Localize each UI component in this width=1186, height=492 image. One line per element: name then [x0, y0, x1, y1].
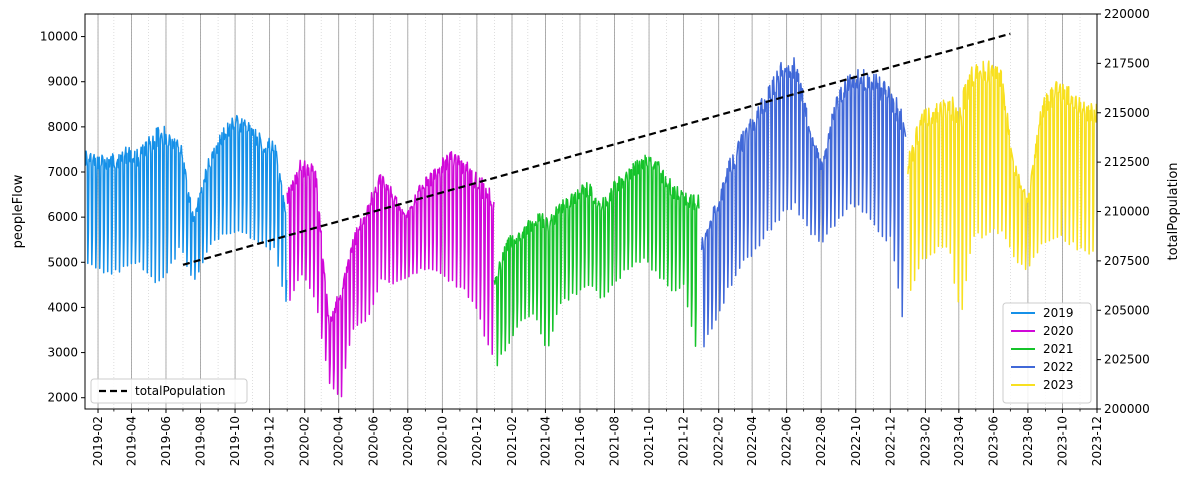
- legend-layer: 2019 2020 2021 2022 2023 totalPopulation: [90, 302, 1092, 404]
- series-line-2019: [84, 114, 288, 302]
- x-tick-label: 2021-04: [538, 416, 552, 466]
- y2-axis-label: totalPopulation: [1166, 162, 1181, 260]
- x-tick-label: 2019-08: [194, 416, 208, 466]
- legend-label-2021: 2021: [1043, 342, 1074, 356]
- y2-tick-label: 220000: [1104, 7, 1150, 21]
- legend-label-2019: 2019: [1043, 306, 1074, 320]
- y-tick-label: 6000: [47, 210, 78, 224]
- series-line-2020: [286, 150, 495, 398]
- x-tick-label: 2023-02: [918, 416, 932, 466]
- y-tick-label: 3000: [47, 346, 78, 360]
- x-tick-label: 2021-08: [608, 416, 622, 466]
- x-tick-label: 2022-08: [814, 416, 828, 466]
- legend-label-2022: 2022: [1043, 360, 1074, 374]
- y2-tick-label: 210000: [1104, 205, 1150, 219]
- x-tick-label: 2019-06: [159, 416, 173, 466]
- y-tick-label: 4000: [47, 300, 78, 314]
- x-tick-label: 2023-10: [1055, 416, 1069, 466]
- x-tick-label: 2019-10: [228, 416, 242, 466]
- legend-label-totalPopulation: totalPopulation: [135, 384, 226, 398]
- series-line-2021: [493, 154, 700, 367]
- total-population-line: [182, 32, 1011, 266]
- y2-tick-label: 215000: [1104, 106, 1150, 120]
- y2-tick-label: 212500: [1104, 155, 1150, 169]
- series-line-2023: [907, 60, 1098, 311]
- legend-box-population: [90, 378, 248, 404]
- x-tick-label: 2022-12: [883, 416, 897, 466]
- x-tick-label: 2020-12: [470, 416, 484, 466]
- y-tick-label: 7000: [47, 165, 78, 179]
- legend-box: [1002, 302, 1092, 404]
- y-tick-label: 10000: [40, 30, 78, 44]
- x-tick-label: 2022-02: [712, 416, 726, 466]
- y-tick-label: 9000: [47, 75, 78, 89]
- x-tick-label: 2021-06: [573, 416, 587, 466]
- axis-layer: 2019-02 2019-04 2019-06 2019-08 2019-10 2019-…: [40, 7, 1150, 466]
- y-tick-label: 2000: [47, 391, 78, 405]
- y2-tick-label: 202500: [1104, 353, 1150, 367]
- x-tick-label: 2023-08: [1021, 416, 1035, 466]
- y-tick-label: 5000: [47, 255, 78, 269]
- x-tick-label: 2020-04: [332, 416, 346, 466]
- series-line-2022: [700, 57, 907, 348]
- x-tick-label: 2022-10: [849, 416, 863, 466]
- x-tick-label: 2020-10: [435, 416, 449, 466]
- x-tick-label: 2021-10: [642, 416, 656, 466]
- x-tick-label: 2019-12: [263, 416, 277, 466]
- legend-label-2020: 2020: [1043, 324, 1074, 338]
- series-layer: [84, 57, 1098, 398]
- x-tick-label: 2020-06: [366, 416, 380, 466]
- x-tick-label: 2020-02: [298, 416, 312, 466]
- x-tick-label: 2023-04: [952, 416, 966, 466]
- x-tick-label: 2022-06: [780, 416, 794, 466]
- y-axis-label: peopleFlow: [11, 174, 26, 248]
- x-tick-label: 2021-02: [505, 416, 519, 466]
- legend-label-2023: 2023: [1043, 378, 1074, 392]
- x-tick-label: 2019-04: [124, 416, 138, 466]
- x-tick-label: 2023-12: [1090, 416, 1104, 466]
- x-tick-label: 2020-08: [401, 416, 415, 466]
- y2-tick-label: 217500: [1104, 56, 1150, 70]
- x-tick-label: 2022-04: [745, 416, 759, 466]
- y2-tick-label: 200000: [1104, 402, 1150, 416]
- y2-tick-label: 205000: [1104, 303, 1150, 317]
- population-layer: [182, 32, 1011, 266]
- x-tick-label: 2021-12: [677, 416, 691, 466]
- y-tick-label: 8000: [47, 120, 78, 134]
- x-tick-label: 2019-02: [91, 416, 105, 466]
- x-tick-label: 2023-06: [986, 416, 1000, 466]
- y2-tick-label: 207500: [1104, 254, 1150, 268]
